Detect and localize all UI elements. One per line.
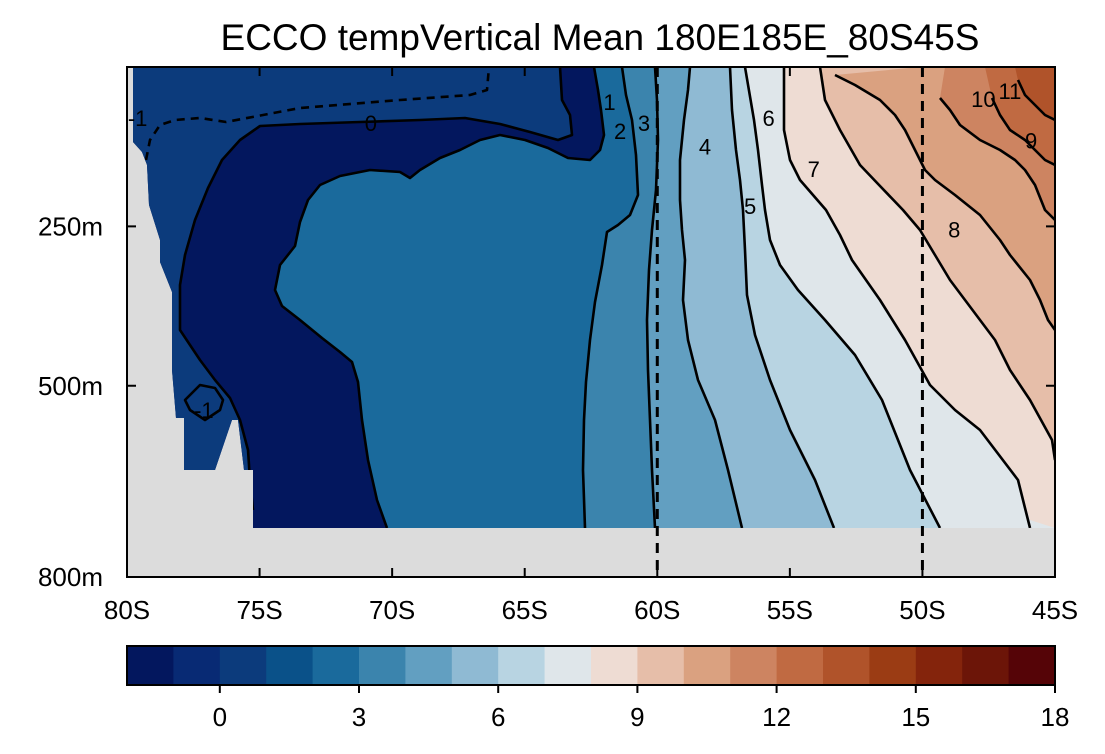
contour-label: 4 (699, 135, 711, 160)
contour-line (1016, 79, 1055, 122)
colorbar-swatch (127, 646, 174, 685)
colorbar-swatch (591, 646, 638, 685)
x-axis: 80S 75S 70S 65S 60S 55S 50S 45S (104, 67, 1078, 625)
contour-line (818, 67, 1055, 461)
x-tick-label: 45S (1032, 595, 1078, 625)
y-tick-label: 800m (38, 562, 103, 592)
contour-label: 8 (948, 218, 960, 243)
colorbar-frame (126, 645, 1056, 686)
colorbar-swatch (637, 646, 685, 685)
contour-line (743, 67, 942, 528)
colorbar-tick-label: 9 (630, 702, 644, 732)
colorbar-swatch (730, 646, 778, 685)
colorbar-swatch (451, 646, 499, 685)
temperature-band (1015, 67, 1055, 120)
contour-line (183, 383, 225, 422)
colorbar-swatch (962, 646, 1010, 685)
x-tick-label: 70S (369, 595, 415, 625)
contour-line (581, 67, 640, 528)
colorbar-swatch (405, 646, 453, 685)
colorbar-swatch (498, 646, 546, 685)
contour-line (273, 67, 606, 528)
contour-label: 2 (614, 119, 626, 144)
colorbar-swatch (544, 646, 592, 685)
colorbar-tick-label: 12 (762, 702, 791, 732)
contour-label: 10 (971, 87, 995, 112)
contour-line (144, 67, 491, 161)
contour-line (939, 97, 1055, 221)
contour-label: 1 (603, 90, 615, 115)
y-tick-label: 250m (38, 211, 103, 241)
x-tick-label: 75S (236, 595, 282, 625)
y-axis: 250m 500m 800m (38, 211, 1055, 592)
contour-line (782, 67, 1032, 528)
chart-title: ECCO tempVertical Mean 180E185E_80S45S (221, 17, 980, 58)
contour-line (678, 67, 744, 528)
colorbar-swatch (173, 646, 221, 685)
colorbar-swatch (683, 646, 731, 685)
y-tick-label: 500m (38, 371, 103, 401)
contour-line (834, 73, 1055, 331)
colorbar-swatch (1008, 646, 1056, 685)
colorbar-swatch (312, 646, 360, 685)
x-tick-label: 60S (634, 595, 680, 625)
colorbar-tick-label: 0 (213, 702, 227, 732)
contour-line (178, 67, 574, 511)
temperature-band (275, 67, 638, 528)
x-tick-label: 80S (104, 595, 150, 625)
temperature-band (583, 67, 655, 528)
colorbar-swatch (823, 646, 870, 685)
contour-label: 7 (808, 157, 820, 182)
colorbar-tick-label: 18 (1041, 702, 1070, 732)
plot-frame (126, 66, 1056, 578)
colorbar-tick-label: 15 (901, 702, 930, 732)
contour-label: 6 (763, 106, 775, 131)
colorbar-swatch (915, 646, 963, 685)
contour-label: 0 (365, 111, 377, 136)
contour-line (990, 97, 1055, 167)
colorbar: 0 3 6 9 12 15 18 (126, 645, 1070, 732)
colorbar-tick-label: 6 (491, 702, 505, 732)
colorbar-swatch (266, 646, 314, 685)
colorbar-swatch (219, 646, 267, 685)
x-tick-label: 65S (502, 595, 548, 625)
colorbar-swatch (359, 646, 406, 685)
contour-label: 11 (999, 79, 1022, 104)
x-tick-label: 50S (899, 595, 945, 625)
contour-label: 9 (1025, 128, 1037, 153)
colorbar-swatch (776, 646, 824, 685)
x-tick-label: 55S (767, 595, 813, 625)
contour-label: -1 (194, 398, 214, 423)
colorbar-swatch (869, 646, 917, 685)
contour-label: 5 (744, 194, 756, 219)
contour-label: 3 (638, 111, 650, 136)
colorbar-tick-label: 3 (352, 702, 366, 732)
contour-line (728, 67, 836, 528)
contour-label: -1 (128, 106, 148, 131)
